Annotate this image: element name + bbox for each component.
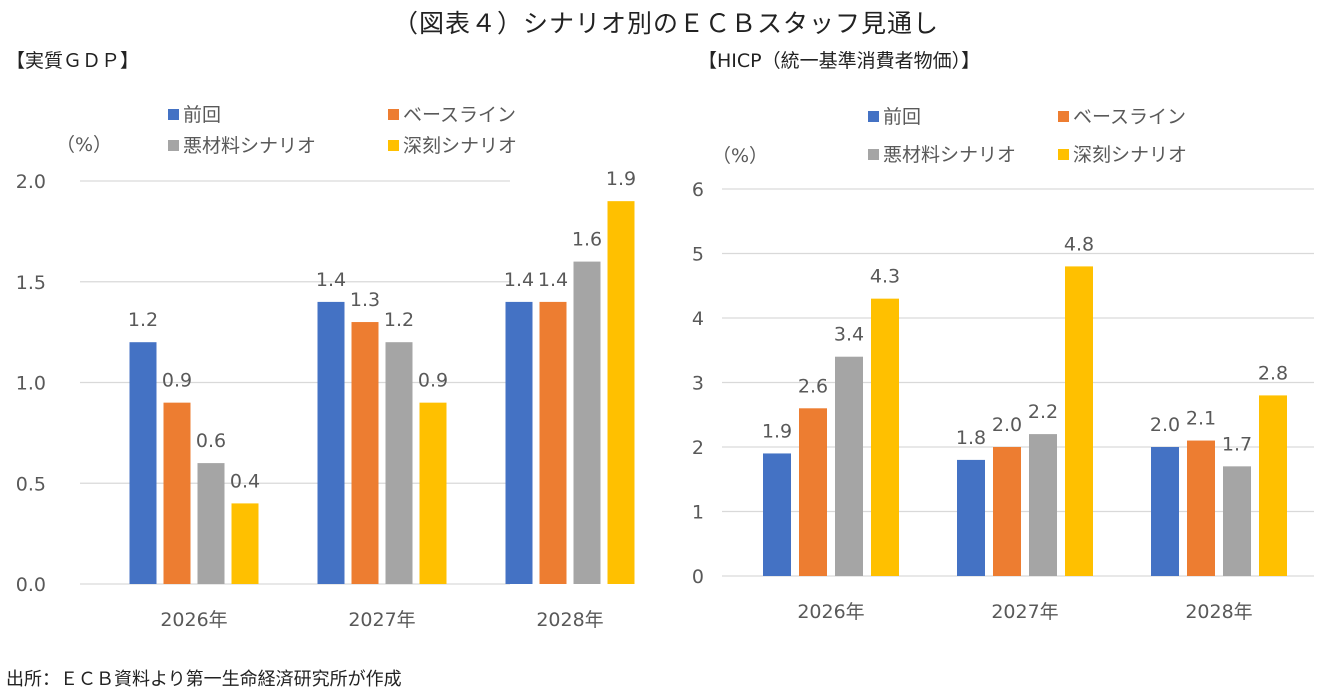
data-label: 2.2 (1028, 401, 1058, 423)
legend-swatch-previous (868, 111, 879, 122)
gdp-chart-title: 【実質ＧＤＰ】 (6, 50, 140, 72)
data-label: 2.8 (1258, 362, 1288, 384)
legend-label-severe: 深刻シナリオ (1073, 144, 1187, 166)
legend-label-previous: 前回 (883, 106, 921, 128)
data-label: 1.6 (572, 229, 602, 251)
legend-label-adverse: 悪材料シナリオ (183, 135, 316, 157)
data-label: 3.4 (834, 324, 864, 346)
data-label: 1.8 (956, 427, 986, 449)
data-label: 1.3 (350, 289, 380, 311)
legend-swatch-baseline (388, 109, 399, 120)
bar-baseline (163, 402, 191, 584)
data-label: 2.0 (1150, 414, 1180, 436)
hicp-chart-title: 【HICP（統一基準消費者物価）】 (698, 50, 981, 72)
data-label: 4.8 (1064, 233, 1094, 255)
figure-title: （図表４）シナリオ別のＥＣＢスタッフ見通し (392, 9, 939, 38)
data-label: 1.4 (316, 269, 346, 291)
y-tick-label: 0.0 (16, 574, 46, 596)
x-category-label: 2027年 (991, 601, 1058, 623)
gdp-bar-chart: （%）0.00.51.01.52.01.20.90.60.42026年1.41.… (16, 104, 636, 631)
y-tick-label: 6 (692, 179, 704, 201)
bar-adverse (385, 342, 413, 584)
bar-previous (129, 342, 157, 584)
data-label: 4.3 (870, 266, 900, 288)
y-tick-label: 0.5 (16, 473, 46, 495)
legend-swatch-previous (168, 109, 179, 120)
x-category-label: 2028年 (536, 609, 603, 631)
legend-swatch-severe (1058, 149, 1069, 160)
legend-label-adverse: 悪材料シナリオ (883, 144, 1016, 166)
y-tick-label: 0 (692, 566, 704, 588)
hicp-bar-chart: （%） 0 1 2 3 4 5 6 1.9 2.6 3.4 4.3 2026年 1.8 2.0 2.2 4.8 2… (692, 106, 1314, 623)
y-axis-unit-label: （%） (712, 145, 768, 167)
data-label: 1.2 (128, 309, 158, 331)
bar-severe (1065, 266, 1093, 576)
x-category-label: 2026年 (160, 609, 227, 631)
bar-previous (317, 301, 345, 584)
data-label: 2.6 (798, 375, 828, 397)
data-label: 2.1 (1186, 408, 1216, 430)
data-label: 1.4 (504, 269, 534, 291)
bar-severe (871, 298, 899, 576)
bar-severe (419, 402, 447, 584)
data-label: 2.0 (992, 414, 1022, 436)
bar-severe (1259, 395, 1287, 576)
bar-adverse (1223, 466, 1251, 576)
bar-baseline (799, 408, 827, 576)
data-label: 0.9 (418, 370, 448, 392)
bar-severe (607, 201, 635, 584)
bar-baseline (1187, 440, 1215, 576)
data-label: 1.2 (384, 309, 414, 331)
y-tick-label: 1 (692, 502, 704, 524)
legend-label-severe: 深刻シナリオ (403, 135, 517, 157)
y-tick-label: 4 (692, 308, 704, 330)
y-tick-label: 1.5 (16, 272, 46, 294)
x-category-label: 2026年 (797, 601, 864, 623)
x-category-label: 2027年 (348, 609, 415, 631)
y-tick-label: 2.0 (16, 171, 46, 193)
bar-adverse (197, 463, 225, 584)
source-note: 出所：ＥＣＢ資料より第一生命経済研究所が作成 (6, 669, 402, 690)
data-label: 1.4 (538, 269, 568, 291)
y-axis-unit-label: （%） (56, 134, 112, 156)
legend-label-baseline: ベースライン (403, 104, 516, 126)
legend-label-previous: 前回 (183, 104, 221, 126)
legend-swatch-baseline (1058, 111, 1069, 122)
bar-severe (231, 503, 259, 584)
legend-label-baseline: ベースライン (1073, 106, 1186, 128)
bar-adverse (835, 356, 863, 576)
bar-previous (763, 453, 791, 576)
legend-swatch-adverse (168, 140, 179, 151)
bar-adverse (1029, 434, 1057, 576)
bar-previous (957, 459, 985, 576)
data-label: 0.4 (230, 470, 260, 492)
data-label: 0.9 (162, 370, 192, 392)
legend-swatch-severe (388, 140, 399, 151)
x-category-label: 2028年 (1185, 601, 1252, 623)
legend-swatch-adverse (868, 149, 879, 160)
bar-baseline (993, 447, 1021, 576)
data-label: 1.9 (606, 168, 636, 190)
y-tick-label: 3 (692, 373, 704, 395)
bar-baseline (539, 301, 567, 584)
bar-previous (505, 301, 533, 584)
y-tick-label: 5 (692, 244, 704, 266)
y-tick-label: 2 (692, 437, 704, 459)
bar-baseline (351, 322, 379, 584)
data-label: 0.6 (196, 430, 226, 452)
bar-adverse (573, 261, 601, 584)
y-tick-label: 1.0 (16, 373, 46, 395)
data-label: 1.9 (762, 420, 792, 442)
data-label: 1.7 (1222, 433, 1252, 455)
bar-previous (1151, 447, 1179, 576)
